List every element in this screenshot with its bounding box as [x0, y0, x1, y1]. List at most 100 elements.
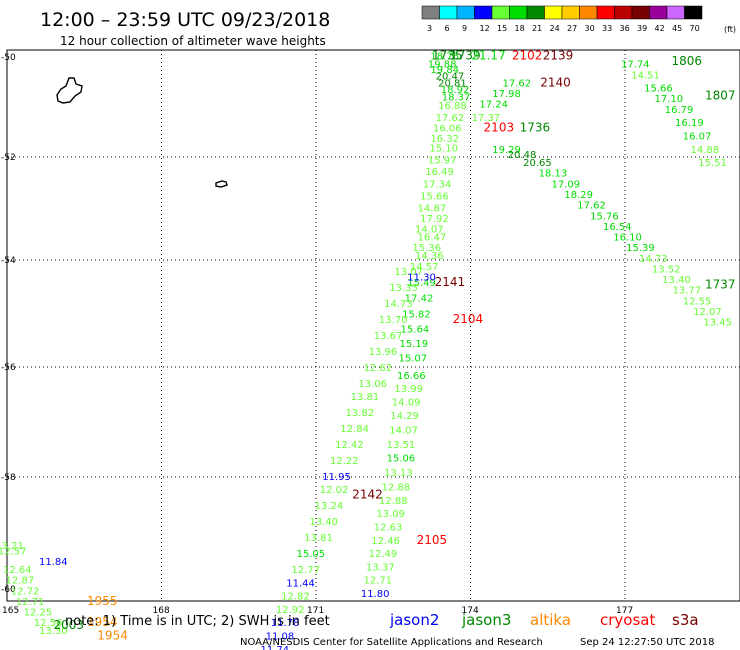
- swh-value: 17.74: [621, 60, 650, 71]
- swh-value: 15.76: [590, 211, 619, 222]
- swh-value: 16.88: [438, 101, 467, 112]
- swh-value: 18.29: [564, 190, 593, 201]
- swh-value: 11.30: [407, 272, 436, 283]
- time-label: 2140: [540, 75, 571, 89]
- satellite-name: s3a: [672, 611, 699, 629]
- swh-value: 12.71: [363, 576, 392, 587]
- time-label: 1739: [450, 49, 481, 63]
- swh-value: 18.75: [430, 52, 459, 63]
- swh-value: 12.92: [276, 605, 305, 616]
- swh-value: 13.52: [652, 264, 681, 275]
- swh-value: 12.62: [363, 363, 392, 374]
- time-label: 1806: [672, 54, 703, 68]
- y-tick-label: -52: [1, 153, 16, 163]
- colorbar-label: 70: [690, 24, 700, 33]
- y-tick-label: -50: [1, 53, 16, 63]
- swh-value: 16.66: [397, 371, 426, 382]
- swh-value: 13.35: [389, 283, 418, 294]
- swh-value: 17.42: [405, 294, 434, 305]
- swh-value: 13.30: [39, 626, 68, 637]
- y-tick-label: -58: [1, 473, 16, 483]
- colorbar-swatch: [474, 5, 493, 20]
- swh-value: 15.64: [401, 325, 430, 336]
- swh-value: 13.70: [379, 315, 408, 326]
- swh-value: 12.49: [369, 549, 398, 560]
- colorbar-swatch: [684, 5, 703, 20]
- swh-value: 18.13: [539, 169, 568, 180]
- swh-value: 12.57: [0, 546, 26, 557]
- swh-value: 13.24: [315, 501, 344, 512]
- swh-value: 15.49: [407, 278, 436, 289]
- swh-value: 12.77: [291, 565, 320, 576]
- swh-value: 15.19: [400, 339, 429, 350]
- swh-value: 11.84: [39, 557, 68, 568]
- swh-value: 14.36: [415, 251, 444, 262]
- swh-value: 12.07: [693, 307, 722, 318]
- time-label: 1736: [520, 120, 551, 134]
- swh-value: 13.51: [387, 440, 416, 451]
- x-tick-label: 174: [462, 606, 479, 616]
- swh-value: 17.37: [472, 113, 501, 124]
- swh-value: 13.67: [374, 331, 403, 342]
- swh-value: 15.10: [429, 144, 458, 155]
- swh-value: 15.06: [387, 453, 416, 464]
- time-label: 1735: [432, 49, 463, 63]
- swh-value: 20.81: [438, 78, 467, 89]
- colorbar-label: 18: [515, 24, 525, 33]
- swh-value: 19.29: [492, 145, 521, 156]
- colorbar-label: 15: [497, 24, 507, 33]
- swh-value: 12.22: [330, 456, 359, 467]
- colorbar-swatch: [509, 5, 528, 20]
- axis-ticks: 165 168 171 174 177 -50 -52 -54 -56 -58 -60: [1, 53, 633, 616]
- swh-value: 15.97: [428, 155, 457, 166]
- swh-value: 20.65: [523, 158, 552, 169]
- colorbar-label: 27: [567, 24, 577, 33]
- satellite-legend: jason2 jason3 altika cryosat s3a: [389, 611, 699, 629]
- time-label: 1954: [87, 615, 118, 629]
- colorbar-label: 3: [427, 24, 432, 33]
- swh-value: 13.40: [309, 517, 338, 528]
- swh-value: 15.82: [402, 310, 431, 321]
- swh-value: 17.09: [551, 179, 580, 190]
- swh-value: 20.48: [508, 150, 537, 161]
- swh-value: 12.56: [34, 618, 63, 629]
- colorbar-swatch: [666, 5, 685, 20]
- y-tick-label: -54: [1, 256, 16, 266]
- time-label: 1807: [705, 89, 736, 103]
- footer-credit: NOAA/NESDIS Center for Satellite Applica…: [240, 637, 543, 648]
- swh-value: 17.92: [420, 214, 449, 225]
- colorbar-label: 33: [602, 24, 612, 33]
- swh-value: 14.87: [418, 203, 447, 214]
- swh-value: 12.84: [340, 424, 369, 435]
- swh-value: 14.51: [631, 70, 660, 81]
- swh-value: 12.63: [374, 522, 403, 533]
- swh-value: 14.73: [384, 299, 413, 310]
- swh-value: 13.82: [345, 408, 374, 419]
- satellite-name: jason3: [461, 611, 511, 629]
- swh-value: 16.47: [418, 233, 447, 244]
- swh-value: 14.29: [390, 411, 419, 422]
- time-label: 2103: [484, 120, 515, 134]
- swh-value: 20.47: [436, 71, 465, 82]
- swh-value: 17.62: [577, 201, 606, 212]
- swh-value: 15.39: [626, 243, 655, 254]
- swh-value: 17.10: [654, 94, 683, 105]
- swh-value: 13.77: [672, 286, 701, 297]
- swh-value: 16.07: [683, 131, 712, 142]
- swh-value: 13.45: [703, 318, 732, 329]
- colorbar-label: 21: [532, 24, 542, 33]
- time-label: 2142: [352, 488, 383, 502]
- swh-value: 15.05: [297, 549, 326, 560]
- swh-value: 16.79: [665, 105, 694, 116]
- swh-value: 12.64: [3, 565, 32, 576]
- colorbar-swatch: [649, 5, 668, 20]
- colorbar-swatch: [596, 5, 615, 20]
- swh-value: 13.13: [384, 468, 413, 479]
- x-tick-label: 165: [2, 606, 19, 616]
- swh-value: 13.96: [369, 347, 398, 358]
- colorbar-swatch: [579, 5, 598, 20]
- swh-value: 15.66: [420, 192, 449, 203]
- swh-value: 12.72: [11, 586, 40, 597]
- swh-value: 12.02: [320, 485, 349, 496]
